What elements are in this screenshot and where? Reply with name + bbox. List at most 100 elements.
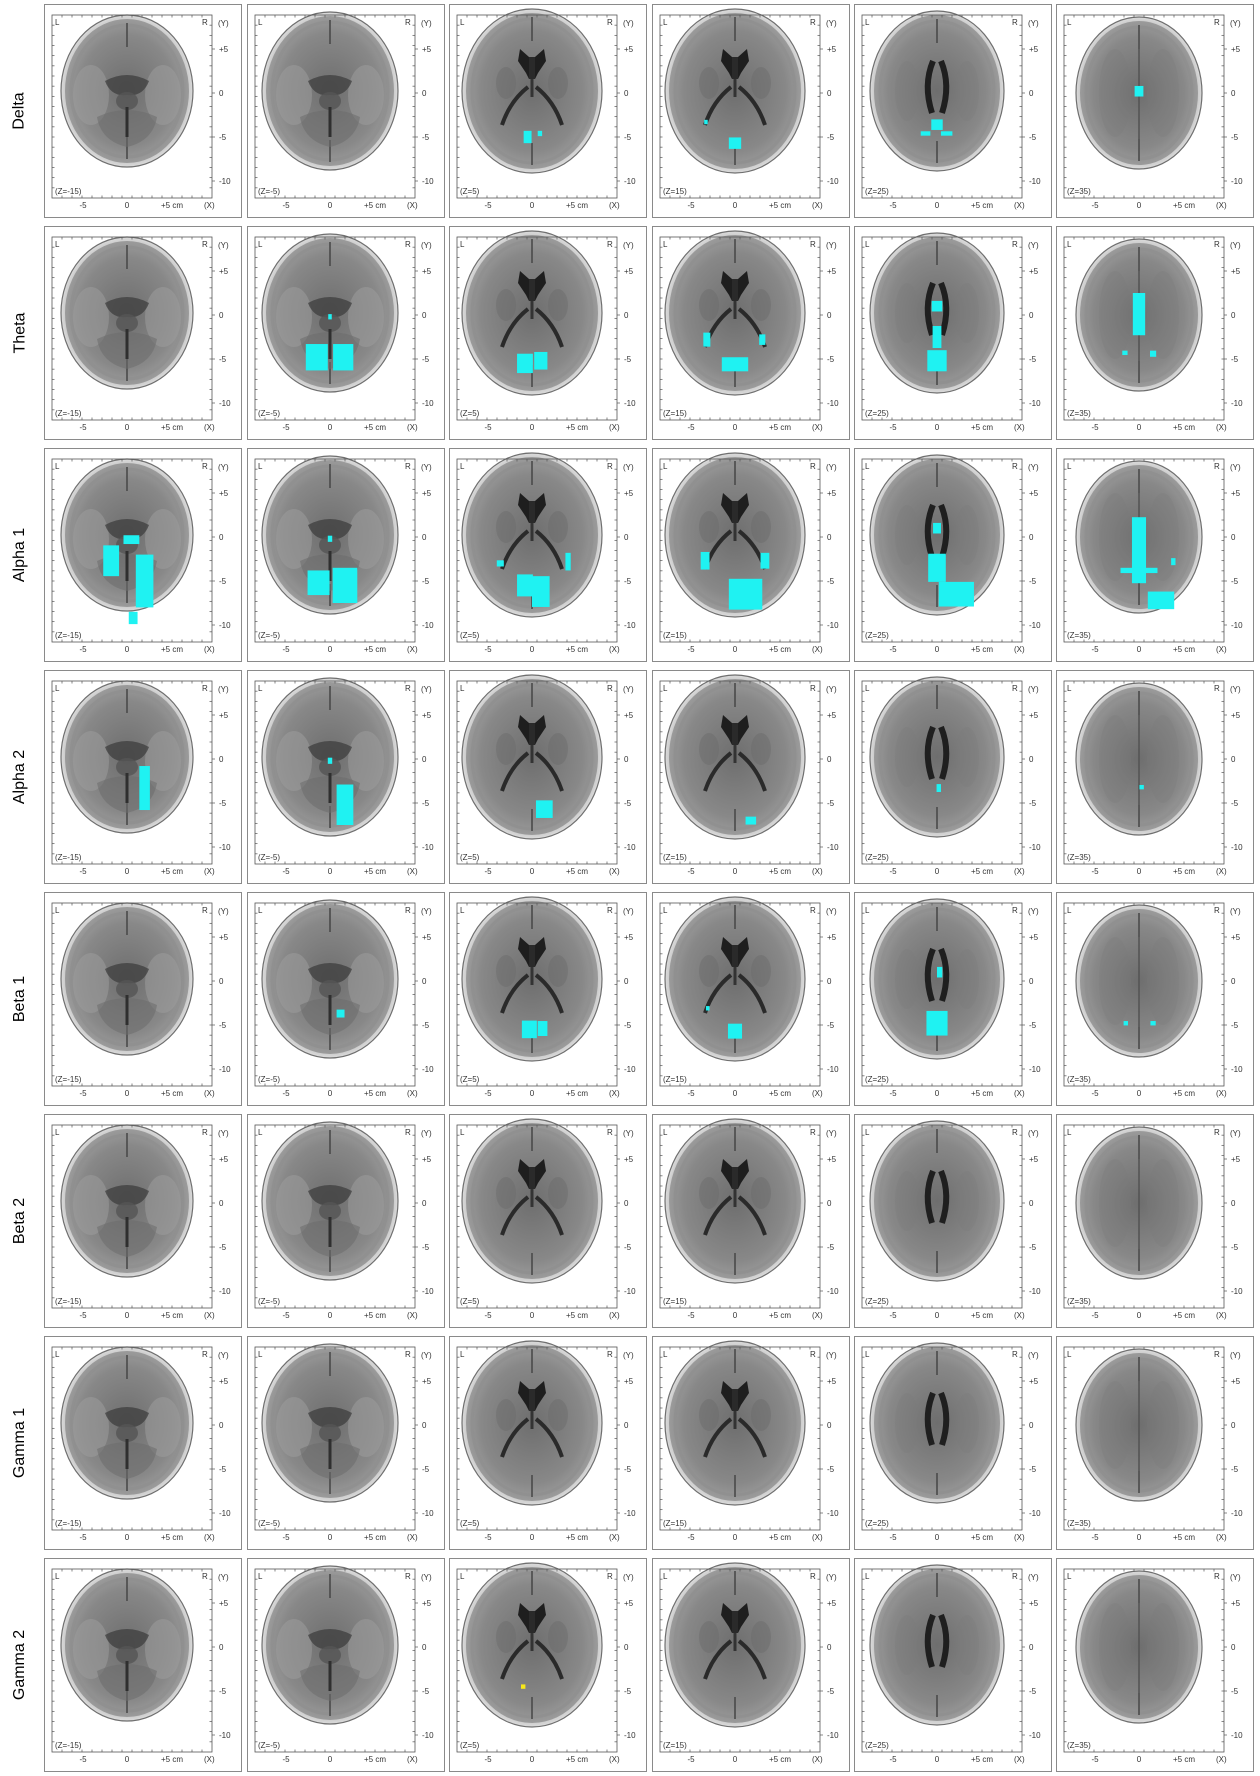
x-axis-label: (X) [609, 867, 620, 876]
slice-plot: L R (Y) +5 0 -5 -10 -5 0 +5 cm (X) (Z=35) [1063, 1124, 1243, 1320]
x-tick-label: +5 cm [566, 201, 588, 210]
x-axis-label: (X) [812, 1755, 823, 1764]
y-tick-label: -10 [219, 843, 231, 852]
right-hemisphere-label: R [202, 240, 208, 249]
y-axis-label: (Y) [218, 1129, 229, 1138]
slice-panel: L R (Y) +5 0 -5 -10 -5 0 +5 cm (X) (Z=-15) [44, 892, 242, 1106]
activation-layer [139, 766, 150, 811]
x-axis-label: (X) [1014, 1533, 1025, 1542]
y-tick-label: +5 [1029, 267, 1039, 276]
brain-anatomy [261, 11, 399, 171]
left-hemisphere-label: L [460, 684, 465, 693]
x-tick-label: +5 cm [971, 645, 993, 654]
slice-plot: L R (Y) +5 0 -5 -10 -5 0 +5 cm (X) (Z=25) [861, 1342, 1041, 1542]
y-tick-label: -5 [1231, 577, 1239, 586]
y-tick-label: +5 [422, 1377, 432, 1386]
y-tick-label: -10 [422, 1287, 434, 1296]
y-tick-label: +5 [827, 933, 837, 942]
slice-panel: L R (Y) +5 0 -5 -10 -5 0 +5 cm (X) (Z=25) [854, 4, 1052, 218]
plot-axes: L R (Y) +5 0 -5 -10 -5 0 +5 cm (X) [254, 14, 434, 210]
x-tick-label: +5 cm [769, 1533, 791, 1542]
x-axis-label: (X) [204, 1533, 215, 1542]
activation-cluster [332, 567, 358, 603]
left-hemisphere-label: L [1067, 1350, 1072, 1359]
brain-anatomy [664, 1562, 806, 1728]
x-axis-label: (X) [1014, 1311, 1025, 1320]
x-tick-label: 0 [733, 423, 738, 432]
x-tick-label: 0 [733, 1533, 738, 1542]
activation-cluster [933, 522, 941, 534]
y-tick-label: 0 [624, 755, 629, 764]
slice-plot: L R (Y) +5 0 -5 -10 -5 0 +5 cm (X) (Z=-5) [254, 1565, 434, 1764]
frequency-band-label: Alpha 2 [11, 749, 29, 805]
left-hemisphere-label: L [258, 906, 263, 915]
x-tick-label: +5 cm [1173, 1311, 1195, 1320]
x-axis-label: (X) [407, 1089, 418, 1098]
slice-panel: L R (Y) +5 0 -5 -10 -5 0 +5 cm (X) (Z=15) [652, 670, 850, 884]
brain-anatomy [664, 1340, 806, 1506]
brain-anatomy [869, 1342, 1005, 1504]
x-tick-label: +5 cm [566, 1089, 588, 1098]
slice-z-label: (Z=15) [663, 853, 687, 862]
left-hemisphere-label: L [663, 684, 668, 693]
x-tick-label: -5 [889, 1089, 897, 1098]
x-tick-label: -5 [484, 645, 492, 654]
y-tick-label: 0 [1231, 1199, 1236, 1208]
x-tick-label: -5 [687, 1533, 695, 1542]
activation-cluster [532, 576, 550, 607]
left-hemisphere-label: L [1067, 240, 1072, 249]
slice-plot: L R (Y) +5 0 -5 -10 -5 0 +5 cm (X) (Z=15) [659, 452, 839, 654]
plot-axes: L R (Y) +5 0 -5 -10 -5 0 +5 cm (X) [1063, 458, 1243, 654]
activation-cluster [705, 1006, 710, 1011]
brain-anatomy [664, 896, 806, 1062]
x-axis-label: (X) [609, 1311, 620, 1320]
left-hemisphere-label: L [1067, 684, 1072, 693]
slice-plot: L R (Y) +5 0 -5 -10 -5 0 +5 cm (X) (Z=35) [1063, 14, 1243, 210]
right-hemisphere-label: R [1214, 1128, 1220, 1137]
activation-layer [103, 535, 154, 625]
activation-cluster [1120, 567, 1158, 574]
x-tick-label: +5 cm [161, 423, 183, 432]
activation-cluster [517, 574, 533, 597]
y-tick-label: -5 [422, 1243, 430, 1252]
y-tick-label: -5 [827, 799, 835, 808]
left-hemisphere-label: L [55, 1128, 60, 1137]
slice-panel: L R (Y) +5 0 -5 -10 -5 0 +5 cm (X) (Z=15) [652, 1114, 850, 1328]
y-tick-label: -5 [422, 1687, 430, 1696]
slice-plot: L R (Y) +5 0 -5 -10 -5 0 +5 cm (X) (Z=-15) [51, 680, 231, 876]
right-hemisphere-label: R [405, 462, 411, 471]
plot-axes: L R (Y) +5 0 -5 -10 -5 0 +5 cm (X) [861, 458, 1041, 654]
x-tick-label: +5 cm [1173, 201, 1195, 210]
slice-z-label: (Z=5) [460, 409, 480, 418]
y-tick-label: -10 [827, 1287, 839, 1296]
x-tick-label: 0 [1137, 1311, 1142, 1320]
y-tick-label: -10 [219, 1731, 231, 1740]
y-axis-label: (Y) [421, 241, 432, 250]
y-tick-label: 0 [1231, 533, 1236, 542]
slice-plot: L R (Y) +5 0 -5 -10 -5 0 +5 cm (X) (Z=-15) [51, 458, 231, 654]
activation-cluster [700, 551, 710, 570]
left-hemisphere-label: L [865, 18, 870, 27]
right-hemisphere-label: R [1012, 240, 1018, 249]
y-axis-label: (Y) [421, 1129, 432, 1138]
x-tick-label: -5 [484, 1311, 492, 1320]
activation-cluster [521, 1684, 526, 1689]
y-axis-label: (Y) [1230, 1351, 1241, 1360]
slice-z-label: (Z=35) [1067, 1519, 1091, 1528]
y-tick-label: +5 [1029, 1599, 1039, 1608]
plot-axes: L R (Y) +5 0 -5 -10 -5 0 +5 cm (X) [254, 458, 434, 654]
left-hemisphere-label: L [460, 462, 465, 471]
plot-axes: L R (Y) +5 0 -5 -10 -5 0 +5 cm (X) [51, 1568, 231, 1764]
y-tick-label: +5 [422, 711, 432, 720]
activation-cluster [760, 552, 770, 569]
row-label-alpha-1: Alpha 1 [0, 444, 40, 666]
slice-z-label: (Z=-5) [258, 409, 280, 418]
y-tick-label: -5 [624, 355, 632, 364]
activation-cluster [139, 766, 150, 811]
right-hemisphere-label: R [1012, 1128, 1018, 1137]
y-tick-label: 0 [219, 1643, 224, 1652]
y-axis-label: (Y) [1028, 907, 1039, 916]
y-axis-label: (Y) [1230, 907, 1241, 916]
y-axis-label: (Y) [218, 1573, 229, 1582]
